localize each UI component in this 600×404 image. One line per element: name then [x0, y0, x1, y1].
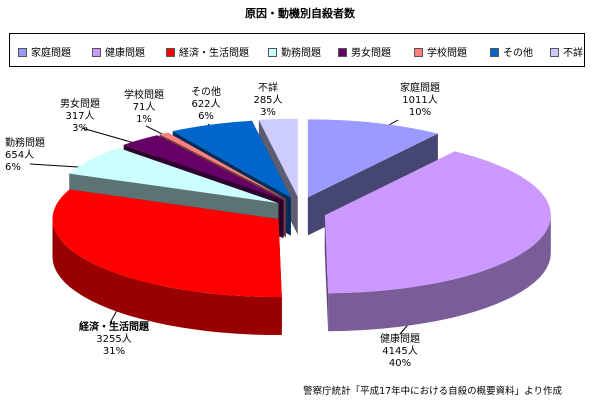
data-label-count: 654人 — [5, 150, 35, 161]
legend-item: 不詳 — [550, 44, 583, 59]
data-label-count: 1011人 — [402, 95, 438, 106]
data-label-danjo: 男女問題 317人 3% — [52, 99, 108, 135]
data-label-name: その他 — [191, 87, 221, 98]
legend-swatch-icon — [550, 47, 559, 57]
legend-item: 健康問題 — [92, 44, 145, 59]
data-label-kenkou: 健康問題 4145人 40% — [370, 334, 430, 370]
data-label-name: 勤務問題 — [5, 138, 45, 149]
legend-item: その他 — [490, 44, 533, 59]
data-label-fushou: 不詳 285人 3% — [243, 83, 293, 119]
slice-top — [52, 189, 282, 298]
pie-slice — [324, 151, 551, 332]
data-label-percent: 6% — [198, 111, 214, 122]
data-label-sonota: その他 622人 6% — [178, 87, 234, 123]
legend-item: 家庭問題 — [18, 44, 71, 59]
data-label-count: 317人 — [65, 111, 95, 122]
source-note: 警察庁統計「平成17年中における自殺の概要資料」より作成 — [303, 386, 562, 397]
data-label-name: 経済・生活問題 — [79, 322, 149, 333]
legend-swatch-icon — [18, 47, 27, 57]
slice-top — [159, 132, 286, 199]
data-label-kazoku: 家庭問題 1011人 10% — [384, 83, 456, 119]
slice-top — [258, 118, 298, 197]
legend-label: 経済・生活問題 — [179, 48, 249, 59]
legend-label: 家庭問題 — [31, 48, 71, 59]
data-label-name: 家庭問題 — [400, 83, 440, 94]
data-label-gakkou: 学校問題 71人 1% — [116, 90, 172, 126]
slice-top — [69, 147, 279, 204]
legend-swatch-icon — [414, 47, 423, 57]
data-label-count: 622人 — [191, 99, 221, 110]
data-label-percent: 10% — [408, 107, 432, 118]
legend-swatch-icon — [166, 47, 175, 57]
legend-item: 勤務問題 — [268, 44, 321, 59]
slice-top — [307, 119, 438, 198]
pie-slices — [52, 118, 551, 336]
data-label-name: 男女問題 — [60, 99, 100, 110]
legend-item: 経済・生活問題 — [166, 44, 249, 59]
legend-label: 学校問題 — [427, 48, 467, 59]
data-label-percent: 40% — [388, 358, 412, 369]
pie-slice — [52, 189, 282, 336]
data-label-percent: 31% — [102, 346, 126, 357]
slice-top — [324, 151, 551, 294]
legend-label: 健康問題 — [105, 48, 145, 59]
chart-legend: 家庭問題 健康問題 経済・生活問題 勤務問題 男女問題 学校問題 その他 不詳 — [9, 33, 585, 67]
data-label-count: 71人 — [132, 102, 156, 113]
data-label-kinmu: 勤務問題 654人 6% — [5, 138, 61, 174]
data-label-percent: 3% — [72, 123, 88, 134]
data-label-percent: 3% — [260, 107, 276, 118]
chart-title: 原因・動機別自殺者数 — [245, 7, 355, 20]
data-label-keizai: 経済・生活問題 3255人 31% — [64, 322, 164, 358]
legend-label: 勤務問題 — [281, 48, 321, 59]
data-label-count: 3255人 — [96, 334, 132, 345]
legend-label: その他 — [503, 48, 533, 59]
data-label-name: 健康問題 — [380, 334, 420, 345]
data-label-count: 4145人 — [382, 346, 418, 357]
legend-swatch-icon — [268, 47, 277, 57]
legend-label: 男女問題 — [351, 48, 391, 59]
legend-item: 学校問題 — [414, 44, 467, 59]
legend-swatch-icon — [490, 47, 499, 57]
slice-side — [328, 215, 551, 332]
slice-side — [52, 219, 282, 335]
slice-top — [172, 120, 291, 198]
data-label-count: 285人 — [253, 95, 283, 106]
legend-label: 不詳 — [563, 48, 583, 59]
data-label-name: 学校問題 — [124, 90, 164, 101]
data-label-percent: 6% — [5, 162, 21, 173]
slice-wall — [324, 215, 329, 332]
legend-swatch-icon — [338, 47, 347, 57]
data-label-percent: 1% — [136, 114, 152, 125]
legend-swatch-icon — [92, 47, 101, 57]
slice-top — [123, 135, 284, 200]
legend-item: 男女問題 — [338, 44, 391, 59]
data-label-name: 不詳 — [258, 83, 278, 94]
